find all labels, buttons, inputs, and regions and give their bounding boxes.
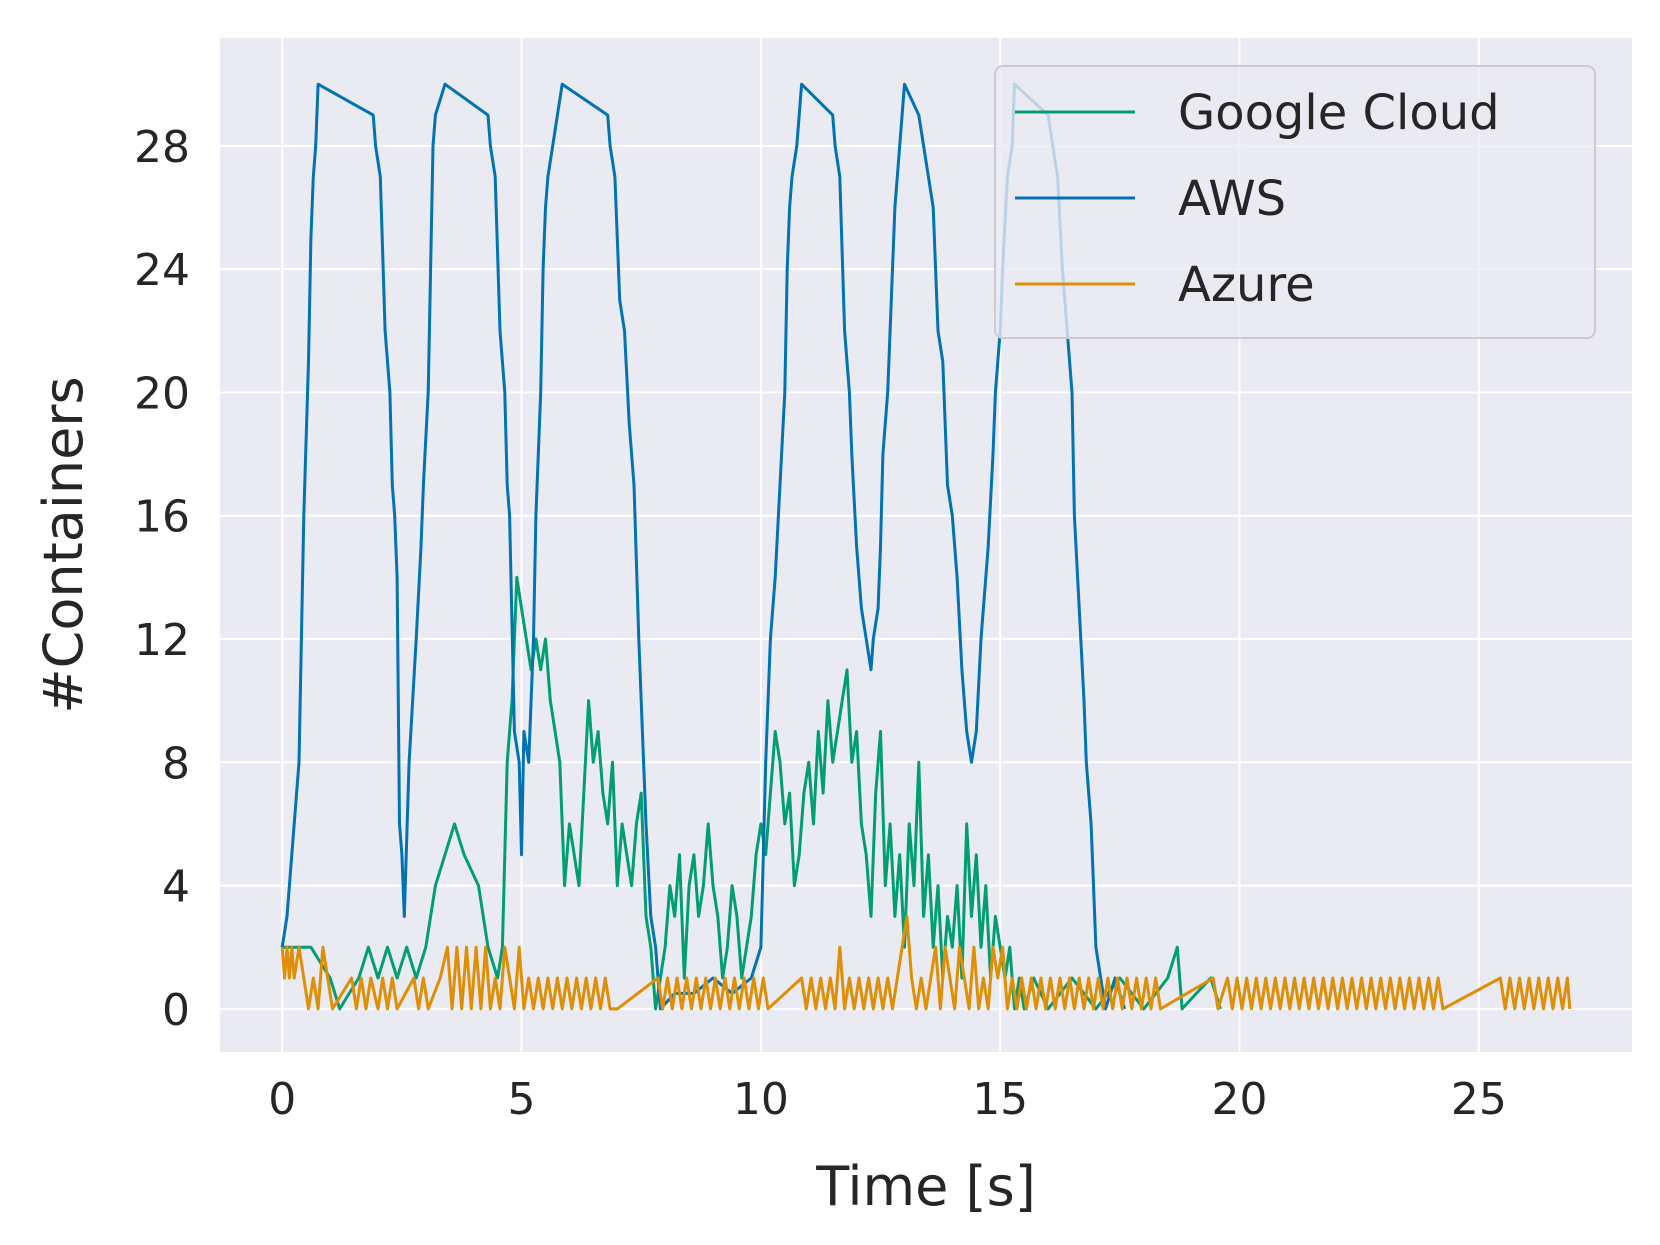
grid (220, 38, 1632, 1052)
y-tick-label: 0 (162, 985, 190, 1036)
legend: Google Cloud AWS Azure (994, 65, 1596, 339)
y-axis-ticks: 0 4 8 12 16 20 24 28 (134, 122, 190, 1036)
legend-box (994, 65, 1596, 339)
series-line-aws (280, 82, 1127, 1011)
series-line-google-cloud (282, 575, 1222, 1011)
y-tick-label: 24 (134, 245, 190, 296)
series-line-azure (280, 914, 1572, 1011)
series-lines (280, 82, 1572, 1011)
y-tick-label: 4 (162, 862, 190, 913)
x-tick-label: 10 (733, 1074, 789, 1125)
y-tick-label: 20 (134, 368, 190, 419)
legend-label-aws: AWS (1178, 171, 1286, 227)
x-axis-label: Time [s] (815, 1155, 1036, 1218)
y-tick-label: 16 (134, 492, 190, 543)
legend-label-google-cloud: Google Cloud (1178, 85, 1500, 141)
y-tick-label: 8 (162, 738, 190, 789)
x-axis-ticks: 0 5 10 15 20 25 (268, 1074, 1507, 1125)
x-tick-label: 0 (268, 1074, 296, 1125)
y-axis-label: #Containers (32, 376, 95, 713)
x-tick-label: 25 (1451, 1074, 1507, 1125)
x-tick-label: 20 (1212, 1074, 1268, 1125)
legend-label-azure: Azure (1178, 257, 1315, 313)
x-tick-label: 15 (972, 1074, 1028, 1125)
x-tick-label: 5 (508, 1074, 536, 1125)
y-tick-label: 28 (134, 122, 190, 173)
y-tick-label: 12 (134, 615, 190, 666)
